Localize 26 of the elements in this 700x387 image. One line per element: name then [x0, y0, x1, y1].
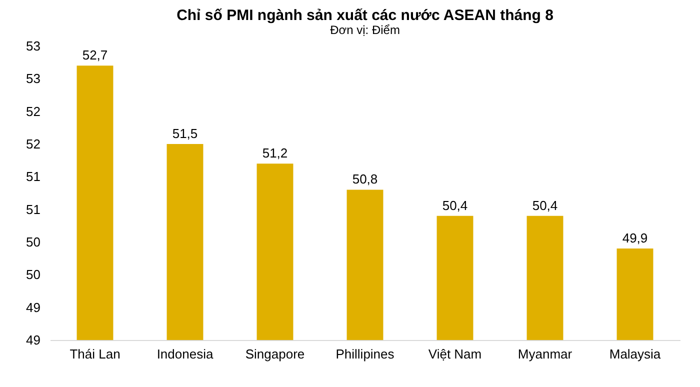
x-tick-label: Phillipines	[336, 346, 395, 362]
y-tick-label: 50	[26, 234, 40, 250]
y-tick-label: 52	[26, 136, 40, 152]
x-tick-label: Indonesia	[156, 346, 214, 362]
y-tick-label: 51	[26, 169, 40, 184]
y-tick-label: 52	[26, 104, 40, 119]
data-label: 50,4	[442, 198, 468, 213]
data-label: 50,4	[532, 198, 558, 213]
x-tick-label: Thái Lan	[70, 346, 120, 362]
data-label: 52,7	[82, 48, 108, 63]
data-label: 51,5	[172, 126, 198, 141]
y-tick-label: 50	[26, 267, 40, 282]
data-label: 50,8	[352, 172, 378, 187]
chart-title: Chỉ số PMI ngành sản xuất các nước ASEAN tháng 8	[176, 7, 554, 24]
y-tick-label: 49	[26, 332, 40, 348]
data-label: 49,9	[622, 230, 648, 246]
y-tick-label: 53	[26, 71, 40, 86]
y-tick-label: 53	[26, 38, 40, 54]
x-tick-label: Singapore	[245, 346, 305, 362]
x-tick-label: Malaysia	[609, 346, 662, 362]
chart-subtitle: Đơn vị: Điểm	[330, 23, 400, 37]
x-tick-label: Myanmar	[518, 346, 573, 362]
x-tick-label: Việt Nam	[428, 346, 482, 362]
y-tick-label: 49	[26, 300, 40, 315]
data-label: 51,2	[262, 146, 288, 161]
y-tick-label: 51	[26, 202, 40, 217]
